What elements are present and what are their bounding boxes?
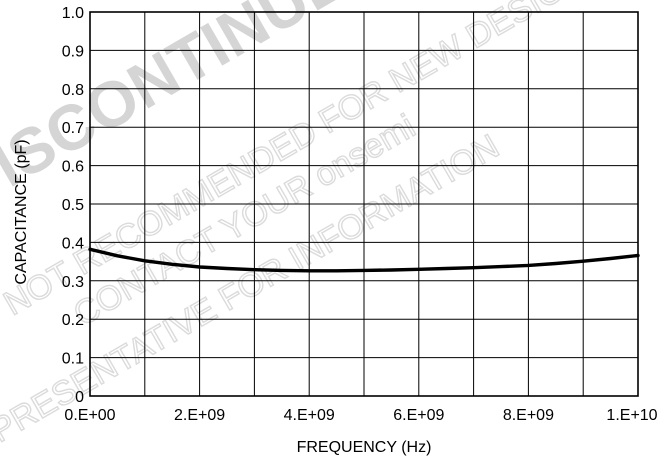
x-tick-label: 1.E+10 bbox=[606, 407, 657, 424]
y-axis-label: CAPACITANCE (pF) bbox=[13, 139, 30, 284]
plot-frame bbox=[89, 11, 639, 397]
x-tick-label: 4.E+09 bbox=[284, 407, 335, 424]
y-tick-label: 0.1 bbox=[62, 351, 84, 368]
series-line bbox=[88, 247, 640, 273]
y-tick-label: 0.9 bbox=[62, 43, 84, 60]
y-tick-label: 0.7 bbox=[62, 120, 84, 137]
series-layer bbox=[88, 247, 640, 273]
x-axis-label: FREQUENCY (Hz) bbox=[297, 439, 432, 456]
y-tick-label: 0.5 bbox=[62, 197, 84, 214]
x-tick-label: 2.E+09 bbox=[174, 407, 225, 424]
x-tick-label: 0.E+00 bbox=[64, 407, 115, 424]
y-tick-label: 0.8 bbox=[62, 82, 84, 99]
y-tick-labels: 0 0.1 0.2 0.3 0.4 0.5 0.6 0.7 0.8 0.9 1.0 bbox=[62, 5, 84, 406]
y-tick-label: 1.0 bbox=[62, 5, 84, 22]
y-tick-label: 0 bbox=[75, 389, 84, 406]
y-tick-label: 0.6 bbox=[62, 159, 84, 176]
x-tick-labels: 0.E+00 2.E+09 4.E+09 6.E+09 8.E+09 1.E+10 bbox=[64, 407, 657, 424]
x-tick-label: 8.E+09 bbox=[503, 407, 554, 424]
y-tick-label: 0.4 bbox=[62, 235, 84, 252]
x-tick-label: 6.E+09 bbox=[393, 407, 444, 424]
y-tick-label: 0.2 bbox=[62, 312, 84, 329]
y-tick-label: 0.3 bbox=[62, 274, 84, 291]
